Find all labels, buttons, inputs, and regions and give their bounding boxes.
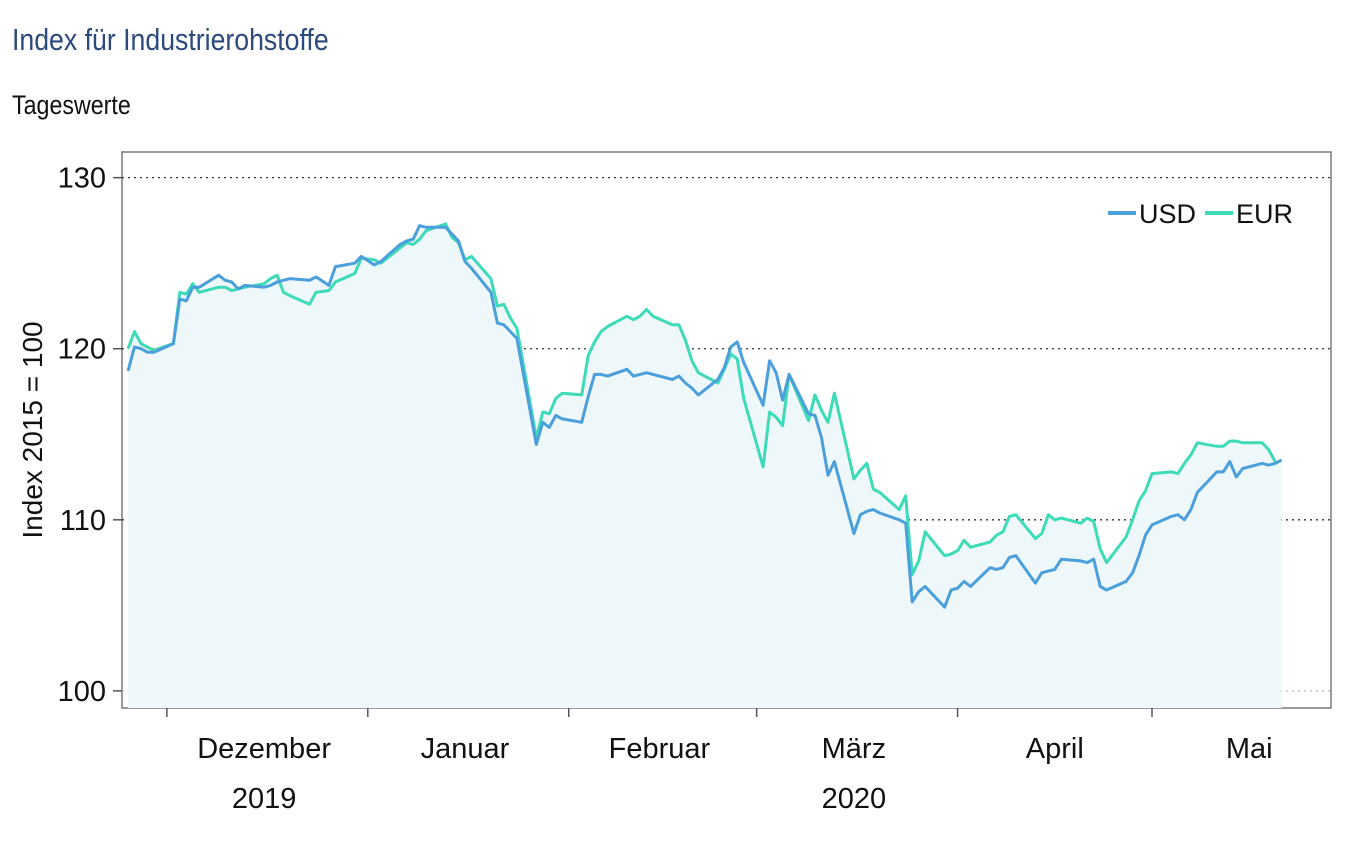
y-tick-label: 130 [58,163,106,195]
legend-label-usd: USD [1139,199,1196,229]
x-tick-label: Dezember [197,733,331,765]
y-tick-label: 100 [58,676,106,708]
series-line-usd [126,224,1283,609]
x-tick-label: April [1026,733,1084,765]
x-tick-label: Februar [609,733,711,765]
y-tick-label: 120 [58,334,106,366]
x-year-label: 2019 [232,783,297,815]
chart-title: Index für Industrierohstoffe [12,22,329,57]
x-tick-label: Januar [421,733,510,765]
legend-label-eur: EUR [1236,199,1293,229]
area-fill [128,223,1282,708]
x-tick-label: Mai [1226,733,1273,765]
y-axis-label: Index 2015 = 100 [17,321,48,538]
y-tick-label: 110 [60,505,106,537]
chart-subtitle: Tageswerte [12,90,131,120]
series-line-eur [126,222,1277,577]
x-tick-label: März [822,733,886,765]
x-year-label: 2020 [822,783,887,815]
